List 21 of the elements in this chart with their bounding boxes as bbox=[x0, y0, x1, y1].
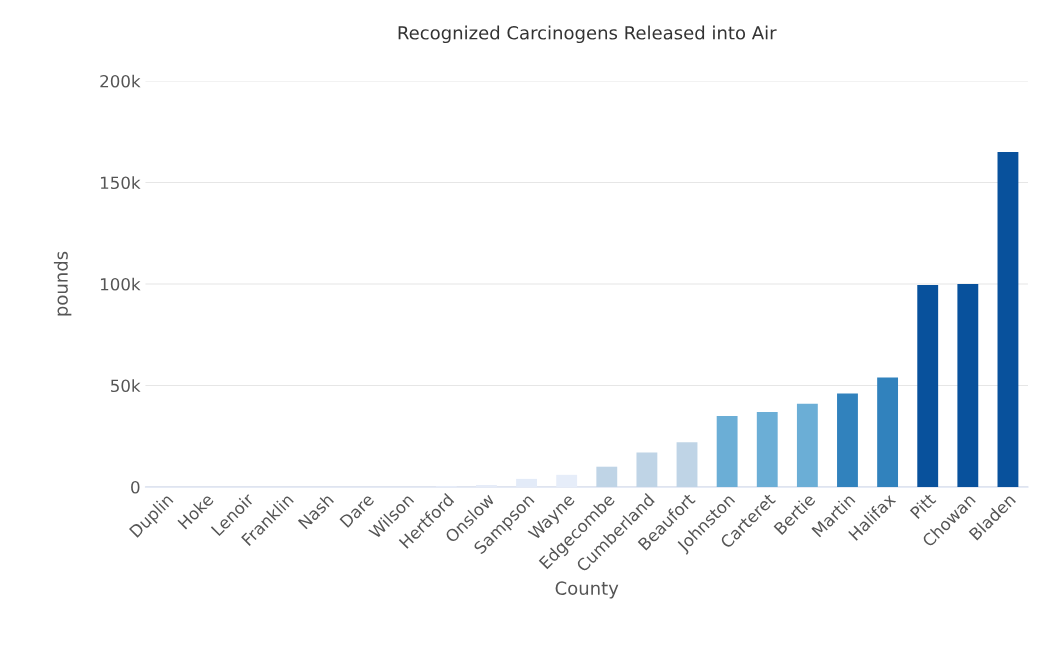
chart-title: Recognized Carcinogens Released into Air bbox=[398, 25, 777, 44]
bar bbox=[596, 466, 618, 487]
y-tick-label: 50k bbox=[111, 379, 141, 393]
bar bbox=[957, 284, 979, 487]
y-axis-title: pounds bbox=[53, 251, 72, 316]
bar bbox=[676, 442, 698, 487]
bar bbox=[917, 285, 939, 487]
x-axis-title: County bbox=[555, 581, 619, 599]
bar bbox=[556, 474, 578, 487]
bar bbox=[997, 152, 1019, 487]
bar bbox=[837, 393, 858, 487]
bar bbox=[716, 415, 738, 487]
bar bbox=[756, 411, 778, 487]
bar bbox=[516, 478, 537, 487]
bar bbox=[636, 452, 658, 487]
y-tick-label: 150k bbox=[100, 176, 141, 190]
y-tick-label: 0 bbox=[131, 480, 140, 494]
bar bbox=[877, 377, 899, 487]
bar bbox=[796, 403, 818, 487]
y-tick-label: 100k bbox=[100, 277, 141, 291]
y-tick-label: 200k bbox=[100, 74, 141, 88]
